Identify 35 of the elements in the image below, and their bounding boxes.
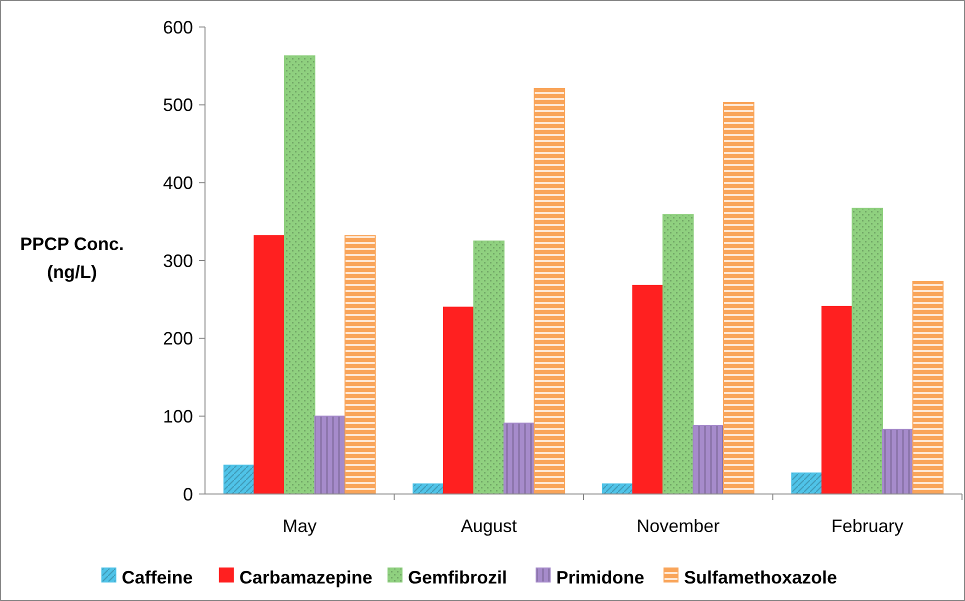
bar <box>791 472 822 494</box>
y-tick-label: 500 <box>162 95 193 116</box>
bar <box>504 422 535 494</box>
bar <box>254 235 285 494</box>
bar <box>662 214 694 494</box>
legend-label: Caffeine <box>122 567 193 588</box>
bar <box>344 235 376 494</box>
bar <box>821 306 853 494</box>
y-tick-label: 400 <box>162 172 193 193</box>
x-tick-label: May <box>282 516 317 536</box>
y-tick-label: 600 <box>162 17 193 38</box>
bar <box>852 208 884 494</box>
bar <box>632 284 664 494</box>
bar <box>692 425 724 494</box>
bar <box>223 464 255 494</box>
bar <box>314 416 346 494</box>
legend-label: Gemfibrozil <box>408 567 508 588</box>
y-tick-label: 300 <box>162 250 193 271</box>
bar <box>534 88 566 494</box>
y-tick-label: 0 <box>182 484 193 504</box>
x-tick-label: February <box>831 516 904 536</box>
y-tick-label: 200 <box>162 328 193 349</box>
bar <box>473 240 505 494</box>
legend-label: Sulfamethoxazole <box>684 567 838 588</box>
bar <box>442 306 474 494</box>
bar <box>912 281 944 494</box>
bar <box>723 102 754 494</box>
y-axis-title: PPCP Conc. (ng/L) <box>20 234 124 282</box>
legend-label: Primidone <box>556 567 644 588</box>
bar <box>882 428 914 494</box>
bar <box>284 55 316 494</box>
x-tick-label: August <box>460 516 517 536</box>
legend-label: Carbamazepine <box>239 567 372 588</box>
x-tick-label: November <box>636 516 720 536</box>
y-tick-label: 100 <box>162 406 193 426</box>
